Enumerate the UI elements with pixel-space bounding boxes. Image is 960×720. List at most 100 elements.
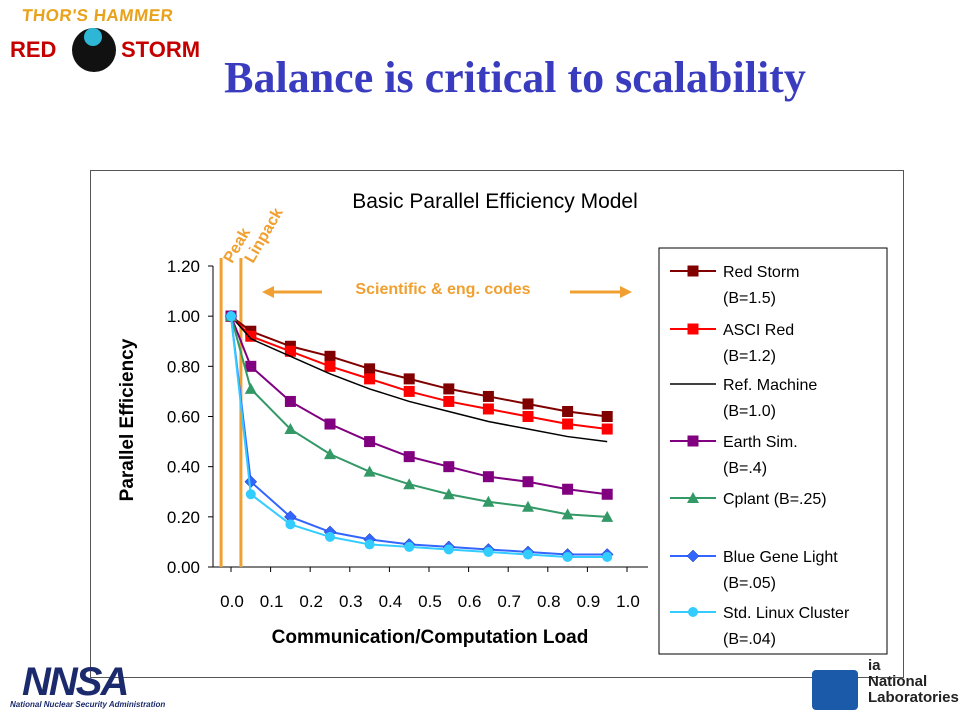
data-point bbox=[363, 465, 376, 477]
legend-label: Blue Gene Light bbox=[723, 549, 838, 566]
data-point bbox=[403, 373, 415, 385]
data-point bbox=[602, 551, 613, 562]
data-point bbox=[443, 461, 455, 473]
data-point bbox=[687, 323, 699, 335]
data-point bbox=[285, 519, 296, 530]
data-point bbox=[561, 508, 574, 520]
legend-param: (B=.4) bbox=[723, 460, 767, 477]
series-group bbox=[224, 309, 614, 562]
x-tick-label: 0.0 bbox=[220, 592, 244, 611]
data-point bbox=[562, 418, 574, 430]
x-tick-label: 1.0 bbox=[616, 592, 640, 611]
data-point bbox=[284, 395, 296, 407]
data-point bbox=[562, 551, 573, 562]
x-tick-label: 0.6 bbox=[458, 592, 482, 611]
x-tick-label: 0.2 bbox=[299, 592, 323, 611]
legend-label: Cplant (B=.25) bbox=[723, 491, 827, 508]
logo-red-text: RED bbox=[10, 37, 57, 62]
data-point bbox=[482, 495, 495, 507]
data-point bbox=[562, 405, 574, 417]
series-std-linux-cluster bbox=[226, 311, 613, 562]
legend-entry: ASCI Red (B=1.2) bbox=[670, 322, 794, 365]
data-point bbox=[245, 330, 257, 342]
sandia-logo: ia National Laboratories bbox=[812, 656, 959, 716]
series-cplant bbox=[225, 310, 614, 522]
chart-title: Basic Parallel Efficiency Model bbox=[352, 190, 638, 213]
sandia-line3: Laboratories bbox=[868, 689, 959, 706]
data-point bbox=[324, 418, 336, 430]
legend-label: Red Storm bbox=[723, 264, 799, 281]
data-point bbox=[325, 531, 335, 542]
y-tick-label: 0.00 bbox=[167, 558, 200, 577]
data-point bbox=[324, 360, 336, 372]
data-point bbox=[522, 476, 534, 488]
data-point bbox=[482, 390, 494, 402]
data-point bbox=[443, 383, 455, 395]
data-point bbox=[443, 395, 455, 407]
series-ref-machine bbox=[230, 315, 608, 443]
data-point bbox=[403, 385, 415, 397]
data-point bbox=[244, 382, 257, 394]
series-red-storm bbox=[225, 310, 613, 422]
x-tick-label: 0.3 bbox=[339, 592, 363, 611]
data-point bbox=[443, 544, 454, 555]
annotations: Peak Linpack Scientific & eng. codes bbox=[221, 205, 632, 298]
data-point bbox=[324, 350, 336, 362]
data-point bbox=[364, 373, 376, 385]
hammer-head-icon bbox=[84, 28, 102, 46]
x-tick-label: 0.8 bbox=[537, 592, 561, 611]
legend-param: (B=1.0) bbox=[723, 403, 776, 420]
data-point bbox=[522, 398, 534, 410]
legend-param: (B=.04) bbox=[723, 631, 776, 648]
nnsa-mark: NNSA bbox=[22, 660, 129, 704]
legend: Red Storm (B=1.5) ASCI Red (B=1.2) Ref. Mach… bbox=[658, 247, 888, 655]
legend-label: Std. Linux Cluster bbox=[723, 605, 850, 622]
data-point bbox=[364, 363, 376, 375]
legend-entry: Red Storm (B=1.5) bbox=[670, 264, 799, 307]
nnsa-subtext: National Nuclear Security Administration bbox=[10, 700, 166, 709]
data-point bbox=[482, 403, 494, 415]
data-point bbox=[522, 500, 534, 512]
x-tick-label: 0.5 bbox=[418, 592, 442, 611]
x-tick-label: 0.4 bbox=[379, 592, 403, 611]
data-point bbox=[562, 483, 574, 495]
sandia-line2: National bbox=[868, 673, 928, 690]
y-tick-label: 1.20 bbox=[167, 257, 200, 276]
legend-entry: Blue Gene Light (B=.05) bbox=[670, 549, 838, 592]
legend-param: (B=1.5) bbox=[723, 290, 776, 307]
legend-param: (B=.05) bbox=[723, 575, 776, 592]
y-tick-label: 0.20 bbox=[167, 508, 200, 527]
y-tick-label: 0.60 bbox=[167, 408, 200, 427]
data-point bbox=[482, 471, 494, 483]
y-tick-label: 1.00 bbox=[167, 307, 200, 326]
data-point bbox=[324, 448, 336, 460]
data-point bbox=[523, 549, 533, 560]
y-tick-label: 0.80 bbox=[167, 357, 200, 376]
data-point bbox=[522, 411, 534, 422]
x-axis-label: Communication/Computation Load bbox=[272, 627, 589, 648]
data-point bbox=[601, 488, 613, 500]
data-point bbox=[687, 492, 699, 503]
sandia-thunderbird-icon bbox=[812, 670, 858, 710]
data-point bbox=[364, 539, 375, 550]
series-earth-sim- bbox=[225, 310, 613, 500]
codes-arrowhead-left bbox=[262, 286, 274, 298]
red-storm-logo: THOR'S HAMMER RED STORM bbox=[8, 4, 213, 72]
x-tick-label: 0.1 bbox=[260, 592, 284, 611]
data-point bbox=[403, 451, 415, 463]
codes-arrowhead-right bbox=[620, 286, 632, 298]
series-line bbox=[230, 315, 608, 431]
series-line bbox=[230, 315, 608, 443]
legend-label: Ref. Machine bbox=[723, 377, 817, 394]
data-point bbox=[245, 489, 256, 500]
y-axis-label: Parallel Efficiency bbox=[117, 338, 138, 501]
sandia-line1: ia bbox=[868, 657, 881, 674]
legend-entry: Ref. Machine (B=1.0) bbox=[670, 377, 817, 420]
legend-entry: Std. Linux Cluster (B=.04) bbox=[670, 605, 850, 648]
slide-title: Balance is critical to scalability bbox=[224, 53, 806, 102]
data-point bbox=[601, 411, 613, 422]
data-point bbox=[687, 435, 699, 447]
data-point bbox=[601, 423, 613, 435]
data-point bbox=[687, 265, 699, 277]
